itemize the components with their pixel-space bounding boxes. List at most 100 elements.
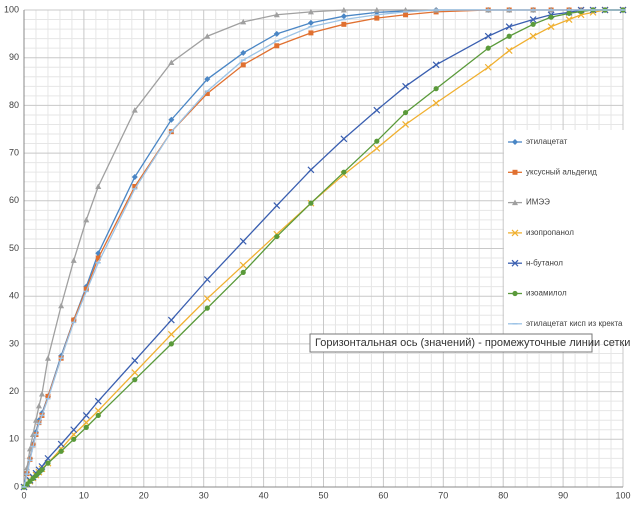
tooltip-text: Горизонтальная ось (значений) - промежут… bbox=[315, 337, 630, 349]
legend-label: уксусный альдегид bbox=[526, 167, 597, 176]
point bbox=[484, 63, 492, 71]
y-tick-label: 100 bbox=[4, 4, 19, 14]
plot bbox=[20, 6, 627, 491]
legend-label: изопропанол bbox=[526, 228, 574, 237]
point bbox=[70, 426, 78, 434]
x-tick-label: 60 bbox=[378, 490, 388, 500]
y-tick-label: 70 bbox=[9, 147, 19, 157]
point bbox=[340, 13, 347, 20]
point bbox=[167, 330, 175, 338]
point bbox=[95, 255, 101, 261]
point bbox=[505, 47, 513, 54]
y-tick-label: 40 bbox=[9, 291, 19, 301]
x-tick-label: 10 bbox=[79, 490, 89, 500]
point bbox=[240, 269, 246, 275]
point bbox=[432, 99, 440, 107]
x-tick-label: 30 bbox=[199, 490, 209, 500]
point bbox=[131, 107, 138, 113]
point bbox=[132, 377, 138, 383]
y-tick-label: 50 bbox=[9, 243, 19, 253]
legend: этилацетат уксусный альдегид ИМЭЭ изопропан… bbox=[504, 130, 624, 345]
point bbox=[433, 86, 439, 92]
point bbox=[39, 467, 45, 473]
point bbox=[402, 121, 409, 128]
point bbox=[168, 341, 174, 347]
x-tick-label: 100 bbox=[615, 490, 630, 500]
point bbox=[58, 448, 64, 454]
point bbox=[565, 16, 573, 23]
point bbox=[131, 173, 138, 180]
point bbox=[240, 18, 247, 25]
point bbox=[373, 144, 381, 152]
legend-background bbox=[504, 130, 624, 345]
point bbox=[307, 8, 314, 15]
point bbox=[340, 7, 347, 13]
point bbox=[548, 14, 554, 20]
point bbox=[204, 33, 211, 39]
point bbox=[506, 33, 512, 39]
point bbox=[273, 202, 281, 209]
x-tick-label: 80 bbox=[498, 490, 508, 500]
legend-label: этилацетат bbox=[526, 137, 568, 146]
point bbox=[132, 183, 138, 189]
y-tick-label: 10 bbox=[9, 434, 19, 444]
y-tick-label: 90 bbox=[9, 52, 19, 62]
point bbox=[32, 417, 39, 423]
point bbox=[308, 30, 314, 36]
point bbox=[374, 15, 380, 21]
point bbox=[71, 317, 77, 323]
tooltip-group: Горизонтальная ось (значений) - промежут… bbox=[309, 333, 630, 353]
point bbox=[44, 355, 51, 361]
point bbox=[484, 32, 492, 40]
x-tick-label: 90 bbox=[558, 490, 568, 500]
legend-label: этилацетат кисп из кректа bbox=[526, 319, 623, 328]
point bbox=[70, 257, 77, 263]
point bbox=[340, 135, 348, 143]
y-tick-label: 20 bbox=[9, 386, 19, 396]
point bbox=[273, 11, 280, 18]
point bbox=[83, 424, 89, 430]
point bbox=[29, 431, 36, 438]
point bbox=[35, 402, 42, 409]
point bbox=[374, 138, 380, 144]
x-tick-label: 20 bbox=[139, 490, 149, 500]
point bbox=[273, 30, 280, 37]
point bbox=[168, 116, 175, 123]
point bbox=[529, 32, 537, 40]
legend-label: н-бутанол bbox=[526, 258, 563, 267]
point bbox=[131, 357, 139, 365]
point bbox=[566, 10, 572, 16]
x-tick-label: 40 bbox=[259, 490, 269, 500]
point bbox=[45, 460, 51, 466]
point bbox=[95, 183, 102, 189]
point bbox=[402, 109, 409, 116]
point bbox=[203, 276, 211, 283]
point bbox=[240, 49, 247, 56]
point bbox=[274, 233, 280, 240]
point bbox=[38, 390, 45, 397]
point bbox=[95, 412, 101, 419]
point bbox=[373, 106, 381, 114]
point bbox=[168, 59, 175, 65]
point bbox=[58, 302, 65, 309]
grid: 0 10 20 30 40 50 60 70 80 90 100 0 10 20 30 40 50 60 70 80 9… bbox=[4, 4, 631, 500]
legend-marker bbox=[512, 199, 518, 206]
point bbox=[373, 7, 380, 13]
legend-label: ИМЭЭ bbox=[526, 198, 550, 207]
point bbox=[204, 90, 210, 96]
point bbox=[402, 82, 409, 90]
legend-marker bbox=[511, 229, 519, 237]
legend-marker bbox=[511, 259, 519, 267]
point bbox=[240, 62, 246, 68]
point bbox=[239, 237, 247, 245]
legend-label: изоамилол bbox=[526, 289, 567, 298]
y-tick-label: 0 bbox=[14, 481, 19, 491]
point bbox=[45, 393, 51, 399]
point bbox=[83, 286, 89, 292]
point bbox=[26, 445, 33, 452]
point bbox=[131, 369, 139, 376]
point bbox=[204, 76, 211, 83]
point bbox=[71, 436, 77, 442]
point bbox=[57, 440, 65, 448]
